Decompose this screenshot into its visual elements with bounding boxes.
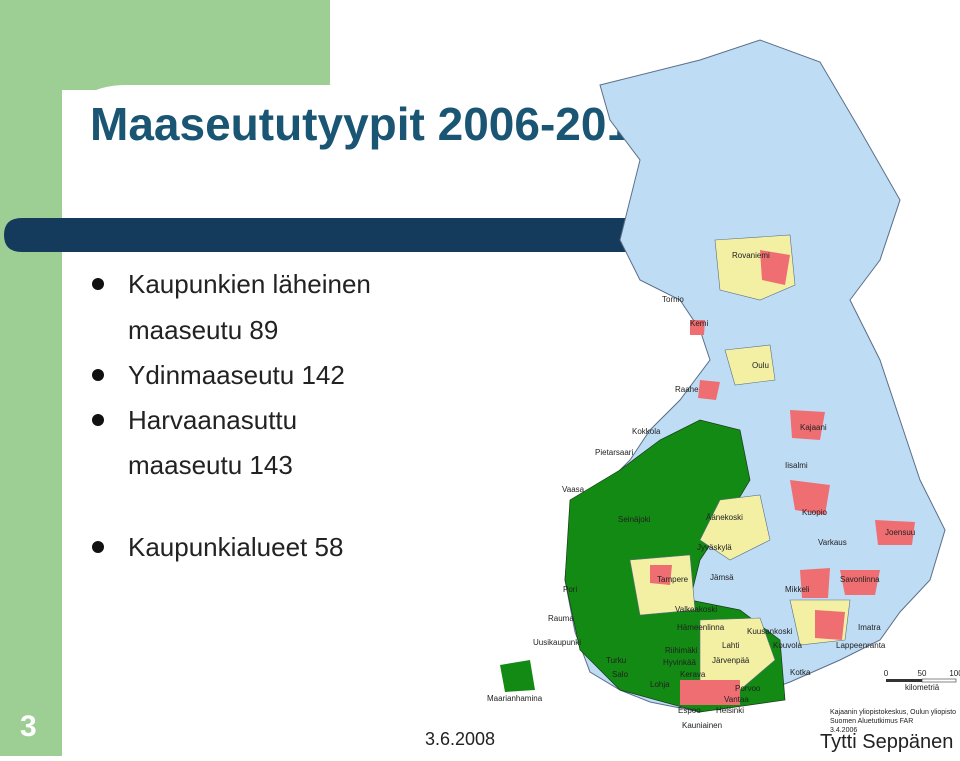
bullet-text: maaseutu 143 xyxy=(128,450,293,480)
city-label: Jämsä xyxy=(710,573,734,582)
bullet-text: Kaupunkien läheinen xyxy=(128,269,371,299)
city-label: Hämeenlinna xyxy=(677,623,725,632)
bullet-text: Kaupunkialueet 58 xyxy=(128,532,343,562)
city-label: Pori xyxy=(563,585,577,594)
credit: Kajaanin yliopistokeskus, Oulun yliopist… xyxy=(830,709,956,716)
credit: Suomen Aluetutkimus FAR xyxy=(830,718,913,725)
city-label: Turku xyxy=(606,656,626,665)
divider-bar xyxy=(4,218,700,252)
bullet-text: maaseutu 89 xyxy=(128,315,278,345)
city-label: Kuopio xyxy=(802,508,827,517)
city-label: Tornio xyxy=(662,295,684,304)
city-label: Pietarsaari xyxy=(595,448,633,457)
map-labels: Rovaniemi Tornio Kemi Oulu Raahe Kokkola… xyxy=(487,251,915,730)
side-band xyxy=(0,0,62,756)
city-label: Savonlinna xyxy=(840,575,880,584)
scale-bar: 0 50 100 kilometriä xyxy=(884,669,960,692)
city-label: Espoo xyxy=(678,706,701,715)
city-label: Imatra xyxy=(858,623,881,632)
footer-author: Tytti Seppänen xyxy=(820,731,953,753)
city-label: Joensuu xyxy=(885,528,915,537)
city-label: Tampere xyxy=(657,575,689,584)
page-box xyxy=(0,690,62,756)
city-label: Mikkeli xyxy=(785,585,810,594)
city-label: Rovaniemi xyxy=(732,251,770,260)
bullets: Kaupunkien läheinen maaseutu 89 Ydinmaas… xyxy=(92,269,371,562)
footer-date: 3.6.2008 xyxy=(425,729,495,749)
credit: 3.4.2006 xyxy=(830,727,857,734)
city-label: Vantaa xyxy=(724,695,749,704)
scale-segment xyxy=(921,678,957,683)
city-label: Varkaus xyxy=(818,538,847,547)
city-label: Uusikaupunki xyxy=(533,638,581,647)
city-label: Porvoo xyxy=(735,684,761,693)
city-label: Iisalmi xyxy=(785,461,808,470)
city-label: Seinäjoki xyxy=(618,515,651,524)
city-label: Raahe xyxy=(675,385,699,394)
scale-unit: kilometriä xyxy=(905,683,940,692)
panel xyxy=(62,85,330,756)
city-label: Lappeenranta xyxy=(836,641,886,650)
city-label: Kotka xyxy=(790,668,811,677)
city-label: Kerava xyxy=(680,670,706,679)
city-label: Rauma xyxy=(548,614,574,623)
city-label: Äänekoski xyxy=(706,513,743,522)
city-label: Kajaani xyxy=(800,423,827,432)
city-label: Kemi xyxy=(690,319,708,328)
city-label: Riihimäki xyxy=(665,646,698,655)
city-label: Hyvinkää xyxy=(663,658,696,667)
page-number: 3 xyxy=(20,710,37,743)
city-label: Maarianhamina xyxy=(487,694,543,703)
city-label: Vaasa xyxy=(562,485,585,494)
bullet-text: Ydinmaaseutu 142 xyxy=(128,360,345,390)
title: Maaseututyypit 2006-2013: xyxy=(90,98,673,150)
scale-segment xyxy=(886,679,922,682)
scale-tick: 0 xyxy=(884,669,889,678)
bullet-text: Harvaanasuttu xyxy=(128,405,297,435)
city-label: Kouvola xyxy=(773,641,802,650)
city-label: Oulu xyxy=(752,361,769,370)
city-label: Kokkola xyxy=(632,427,661,436)
scale-tick: 50 xyxy=(918,669,927,678)
city-label: Valkeakoski xyxy=(675,605,717,614)
city-label: Lohja xyxy=(650,680,670,689)
city-label: Jyväskylä xyxy=(697,543,732,552)
city-label: Lahti xyxy=(722,641,740,650)
city-label: Kauniainen xyxy=(682,721,722,730)
city-label: Kuusankoski xyxy=(747,627,793,636)
city-label: Järvenpää xyxy=(712,656,750,665)
city-label: Salo xyxy=(612,670,629,679)
city-label: Helsinki xyxy=(716,706,744,715)
map xyxy=(500,39,946,713)
scale-tick: 100 xyxy=(949,669,960,678)
